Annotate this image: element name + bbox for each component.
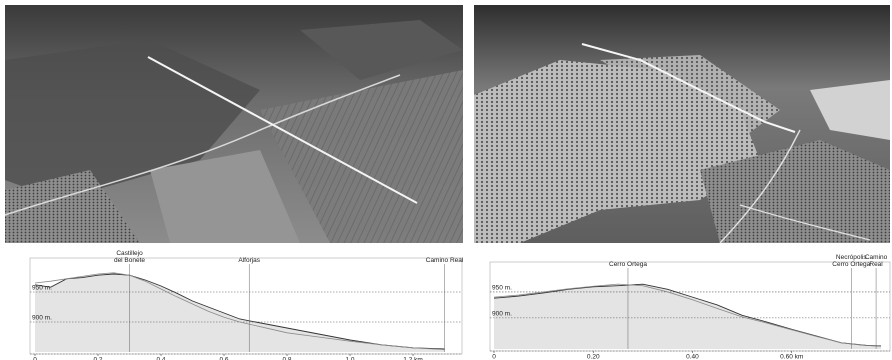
y-tick-label: 900 m. <box>492 311 512 318</box>
annotation: Camino Real <box>426 257 464 264</box>
annotation-line: Camino Real <box>426 257 464 264</box>
x-tick-label: 0.4 <box>156 357 165 360</box>
x-tick-label: 1.0 <box>346 357 355 360</box>
x-tick-label: 0.20 <box>587 354 600 360</box>
x-tick-label: 1.2 km <box>403 357 423 360</box>
annotation-line: Cerro Ortega <box>609 261 647 268</box>
annotation-line: Alforjas <box>238 257 260 264</box>
x-tick-label: 0.6 <box>219 357 228 360</box>
annotation: Castillejo del Bonete <box>114 250 145 264</box>
profile-area <box>35 274 445 352</box>
x-tick-label: 0.40 <box>686 354 699 360</box>
annotation: Cerro Ortega <box>609 261 647 268</box>
annotation-line: Camino <box>865 254 888 261</box>
annotation-line: Castillejo <box>116 250 143 257</box>
trend-line <box>493 283 882 347</box>
annotation-line: Necrópolis <box>836 254 867 261</box>
photo-left <box>4 5 463 243</box>
plot-frame <box>489 261 891 352</box>
annotation: Necrópolis Cerro Ortega <box>832 254 870 268</box>
y-tick-label: 950 m. <box>32 285 52 292</box>
profile-line <box>34 273 445 350</box>
x-tick-label: 0 <box>492 354 496 360</box>
x-tick-label: 0.60 km <box>780 354 803 360</box>
annotation: Camino Real <box>865 254 888 268</box>
x-tick-label: 0.2 <box>93 357 102 360</box>
annotation-line: Real <box>869 261 883 268</box>
x-tick-label: 0.8 <box>283 357 292 360</box>
photo-right <box>474 5 890 244</box>
annotation-line: Cerro Ortega <box>832 261 870 268</box>
y-tick-label: 950 m. <box>492 285 512 292</box>
profile-area <box>494 284 882 349</box>
annotation-line: del Bonete <box>114 257 145 264</box>
trend-line <box>34 272 445 350</box>
annotation: Alforjas <box>238 257 260 264</box>
y-tick-label: 900 m. <box>32 315 52 322</box>
x-tick-label: 0 <box>33 357 37 360</box>
